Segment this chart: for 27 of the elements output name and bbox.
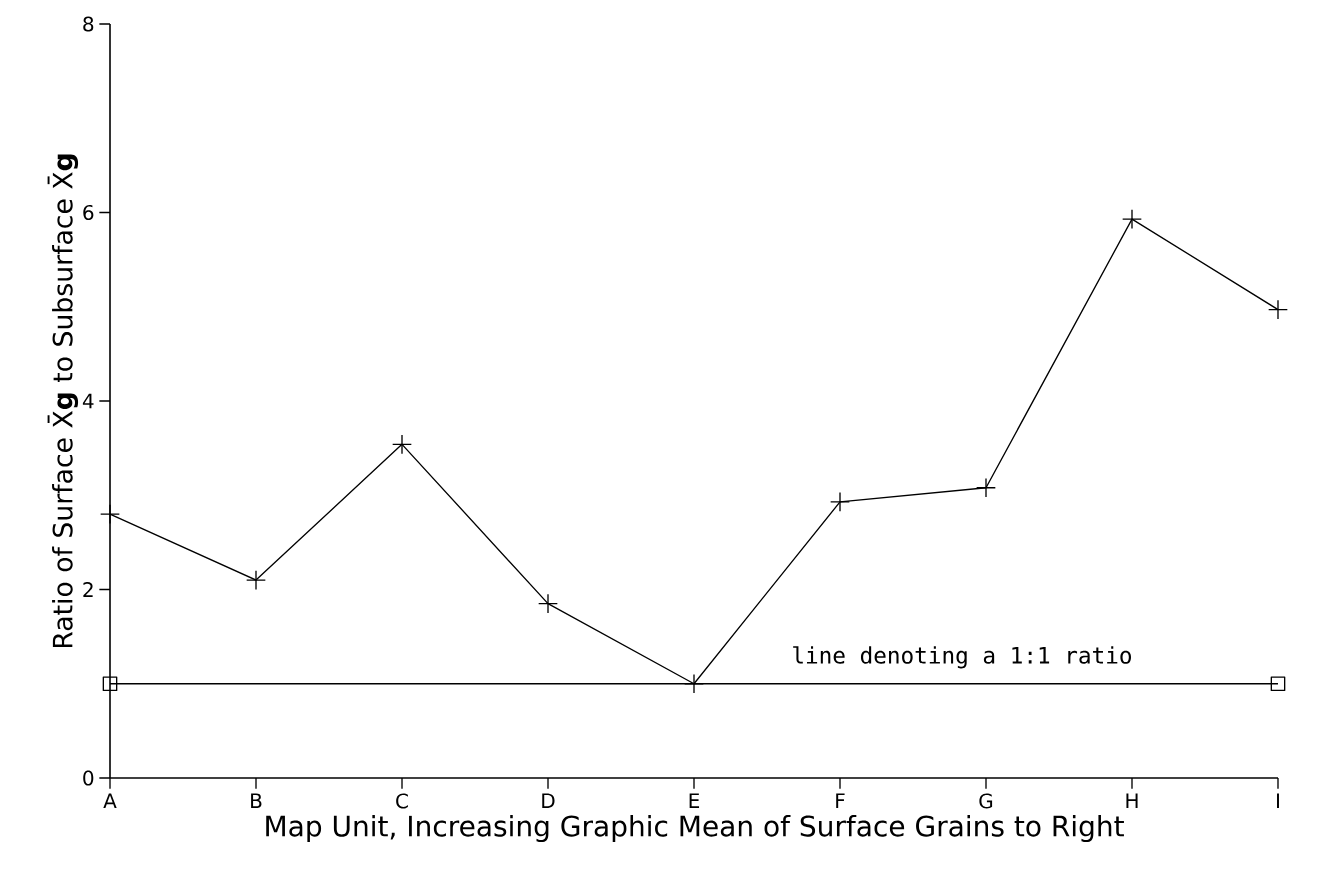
x-tick-label: I [1277, 793, 1279, 808]
y-tick-label: 8 [83, 16, 94, 32]
x-tick-label: E [689, 793, 700, 808]
x-tick-label: H [1126, 793, 1138, 808]
x-tick-label: G [979, 793, 993, 809]
point [102, 676, 118, 692]
y-tick-label: 0 [83, 770, 94, 786]
y-tick-label: 4 [82, 393, 94, 409]
y-axis-title: Ratio of Surface X̄g to Subsurface X̄g [47, 154, 79, 648]
point [1267, 299, 1288, 320]
point [538, 593, 558, 614]
x-axis-title: Map Unit, Increasing Graphic Mean of Surface Grains to Right [266, 815, 1124, 843]
point [684, 673, 705, 694]
y-tick-label: 6 [83, 204, 94, 221]
x-tick-label: F [836, 793, 845, 808]
point [100, 504, 121, 525]
point [1122, 209, 1142, 230]
point [830, 491, 850, 512]
point [392, 434, 413, 455]
y-tick-label: 2 [83, 582, 93, 597]
x-tick-label: B [251, 793, 262, 808]
point [246, 570, 267, 591]
x-tick-label: A [103, 793, 117, 808]
x-tick-label: C [396, 793, 408, 809]
x-tick-label: D [542, 793, 555, 808]
point [975, 477, 996, 498]
annotation: line denoting a 1:1 ratio [793, 646, 1131, 669]
